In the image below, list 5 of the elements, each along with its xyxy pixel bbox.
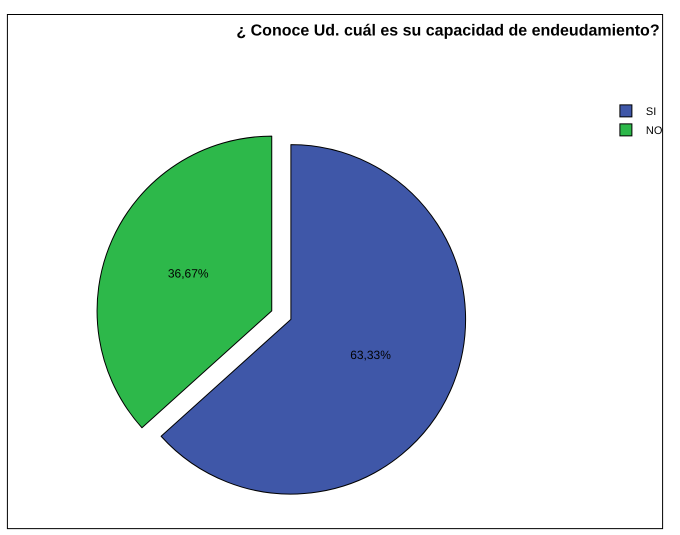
legend-label: SI [646,106,656,118]
data-label: 36,67% [168,266,209,281]
legend-label: NO [646,125,663,138]
chart-title: ¿ Conoce Ud. cuál es su capacidad de endeudamiento? [236,22,660,40]
data-label: 63,33% [350,348,392,362]
